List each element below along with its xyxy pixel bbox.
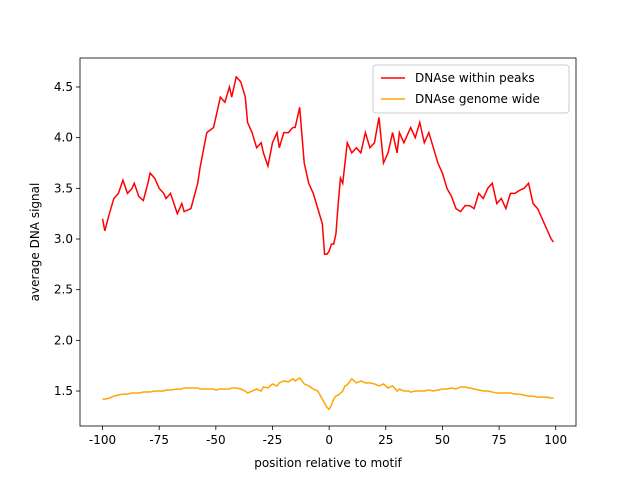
legend-box [372,64,570,114]
x-axis-label: position relative to motif [254,456,402,470]
y-tick-label: 3.0 [54,232,73,246]
y-tick-label: 1.5 [54,384,73,398]
data-line [101,75,555,255]
legend-label: DNAse within peaks [415,71,535,85]
y-axis-label: average DNA signal [28,183,42,302]
x-tick-label: 50 [435,433,450,447]
x-tick-label: 100 [544,433,567,447]
y-tick-label: 3.5 [54,181,73,195]
x-tick-label: 75 [491,433,506,447]
x-tick-label: -75 [149,433,169,447]
data-line [102,376,554,411]
legend-label: DNAse genome wide [415,92,540,106]
y-tick-label: 4.5 [54,80,73,94]
x-tick-label: 25 [378,433,393,447]
x-tick-label: -100 [89,433,116,447]
plot-frame [79,57,577,427]
x-tick-label: -25 [263,433,283,447]
x-tick-label: 0 [325,433,333,447]
x-tick-label: -50 [206,433,226,447]
y-tick-label: 4.0 [54,131,73,145]
y-tick-label: 2.0 [54,333,73,347]
y-tick-label: 2.5 [54,283,73,297]
